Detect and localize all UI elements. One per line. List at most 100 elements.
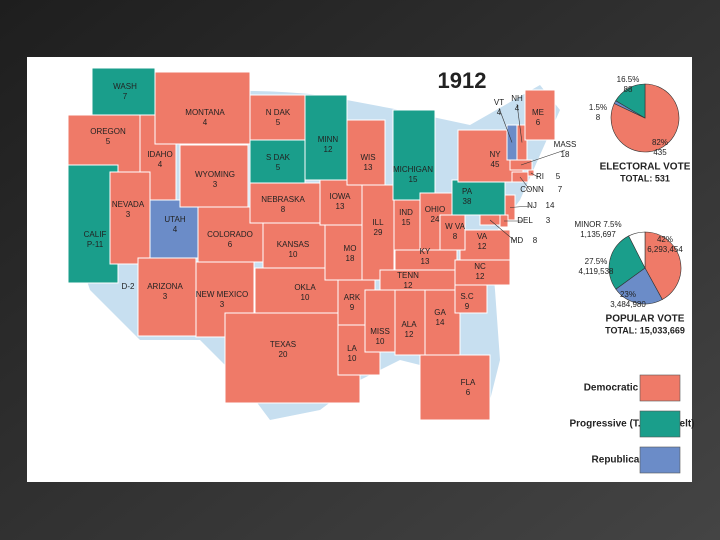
state-votes: 12	[404, 281, 413, 290]
state-votes: 8	[453, 232, 458, 241]
state-name: KANSAS	[277, 240, 309, 249]
state-name: PA	[462, 187, 473, 196]
state-shape	[154, 71, 251, 145]
state-name: VT	[494, 98, 504, 107]
legend-label: Democratic (Wilson)	[584, 383, 681, 394]
state-votes: P-11	[87, 240, 104, 249]
pie-slice	[608, 235, 646, 290]
state-name: RI	[536, 172, 544, 181]
state-votes: 14	[546, 201, 555, 210]
state-name: OHIO	[425, 205, 445, 214]
leader-line	[520, 149, 566, 166]
state-name: MO	[344, 244, 357, 253]
state-votes: 4	[497, 108, 502, 117]
state-votes: 4	[203, 118, 208, 127]
legend-swatch	[639, 374, 681, 402]
state-shape	[454, 259, 511, 286]
state-votes: 12	[324, 145, 333, 154]
state-name: NEBRASKA	[261, 195, 305, 204]
pie-percent: 1.5%	[589, 103, 607, 112]
split-label: D-2	[122, 282, 135, 291]
pie-percent: 27.5%	[585, 257, 608, 266]
leader-line	[530, 172, 539, 178]
state-votes: 20	[279, 350, 288, 359]
state-name: NC	[474, 262, 486, 271]
state-shape	[304, 94, 348, 181]
state-name: IDAHO	[147, 150, 172, 159]
pie-title: POPULAR VOTE	[606, 314, 685, 325]
pie-count: 6,293,454	[647, 245, 683, 254]
state-name: GA	[434, 308, 446, 317]
state-name: WASH	[113, 82, 137, 91]
state-name: KY	[420, 247, 431, 256]
state-votes: 7	[558, 185, 563, 194]
state-votes: 7	[123, 92, 128, 101]
pie-percent: MINOR 7.5%	[574, 220, 621, 229]
leader-line	[498, 107, 513, 143]
pie-percent: 42%	[657, 235, 673, 244]
state-votes: 5	[276, 118, 281, 127]
pie-slice	[615, 83, 646, 119]
state-name: MONTANA	[185, 108, 225, 117]
state-name: LA	[347, 344, 357, 353]
state-shape	[179, 144, 249, 208]
leader-line	[509, 205, 531, 208]
state-votes: 18	[561, 150, 570, 159]
state-votes: 3	[213, 180, 218, 189]
state-name: ME	[532, 108, 544, 117]
state-name: W VA	[445, 222, 466, 231]
state-shape	[346, 119, 386, 186]
state-votes: 10	[348, 354, 357, 363]
state-shape	[67, 114, 141, 174]
state-votes: 29	[374, 228, 383, 237]
state-votes: 5	[106, 137, 111, 146]
state-shape	[197, 206, 264, 263]
state-name: MICHIGAN	[393, 165, 433, 174]
state-name: S.C	[460, 292, 474, 301]
state-votes: 6	[536, 118, 541, 127]
state-name: S DAK	[266, 153, 291, 162]
state-name: IOWA	[329, 192, 351, 201]
state-shape	[319, 179, 363, 226]
state-name: UTAH	[164, 215, 185, 224]
state-name: IND	[399, 208, 413, 217]
state-name: MISS	[370, 327, 390, 336]
state-name: NJ	[527, 201, 537, 210]
state-votes: 10	[289, 250, 298, 259]
state-votes: 10	[301, 293, 310, 302]
state-votes: 12	[405, 330, 414, 339]
state-name: ILL	[372, 218, 384, 227]
state-name: CALIF	[84, 230, 107, 239]
state-votes: 14	[436, 318, 445, 327]
leader-line	[519, 176, 531, 191]
legend-label: Republican (Taft)	[592, 455, 673, 466]
pie-slice	[615, 267, 663, 305]
state-votes: 4	[173, 225, 178, 234]
state-votes: 3	[163, 292, 168, 301]
state-name: DEL	[517, 216, 533, 225]
state-shape	[249, 94, 306, 141]
pie-percent: 16.5%	[617, 75, 640, 84]
state-votes: 4	[158, 160, 163, 169]
state-name: FLA	[461, 378, 476, 387]
state-votes: 13	[364, 163, 373, 172]
state-votes: 24	[431, 215, 440, 224]
pie-slice	[610, 83, 680, 153]
state-shape	[137, 257, 197, 337]
map-title: 1912	[438, 68, 487, 93]
state-votes: 13	[421, 257, 430, 266]
state-votes: 4	[515, 104, 520, 113]
state-name: WIS	[360, 153, 375, 162]
state-labels: WASH7OREGON5CALIFP-11IDAHO4NEVADA3UTAH4A…	[84, 82, 577, 397]
leader-line	[489, 219, 516, 242]
state-votes: 45	[491, 160, 500, 169]
pie-count: 8	[596, 113, 601, 122]
state-name: CONN	[520, 185, 544, 194]
pie-title: ELECTORAL VOTE	[600, 162, 691, 173]
state-shape	[439, 214, 466, 251]
state-votes: 6	[228, 240, 233, 249]
pie-percent: 82%	[652, 138, 668, 147]
state-votes: 9	[350, 303, 355, 312]
